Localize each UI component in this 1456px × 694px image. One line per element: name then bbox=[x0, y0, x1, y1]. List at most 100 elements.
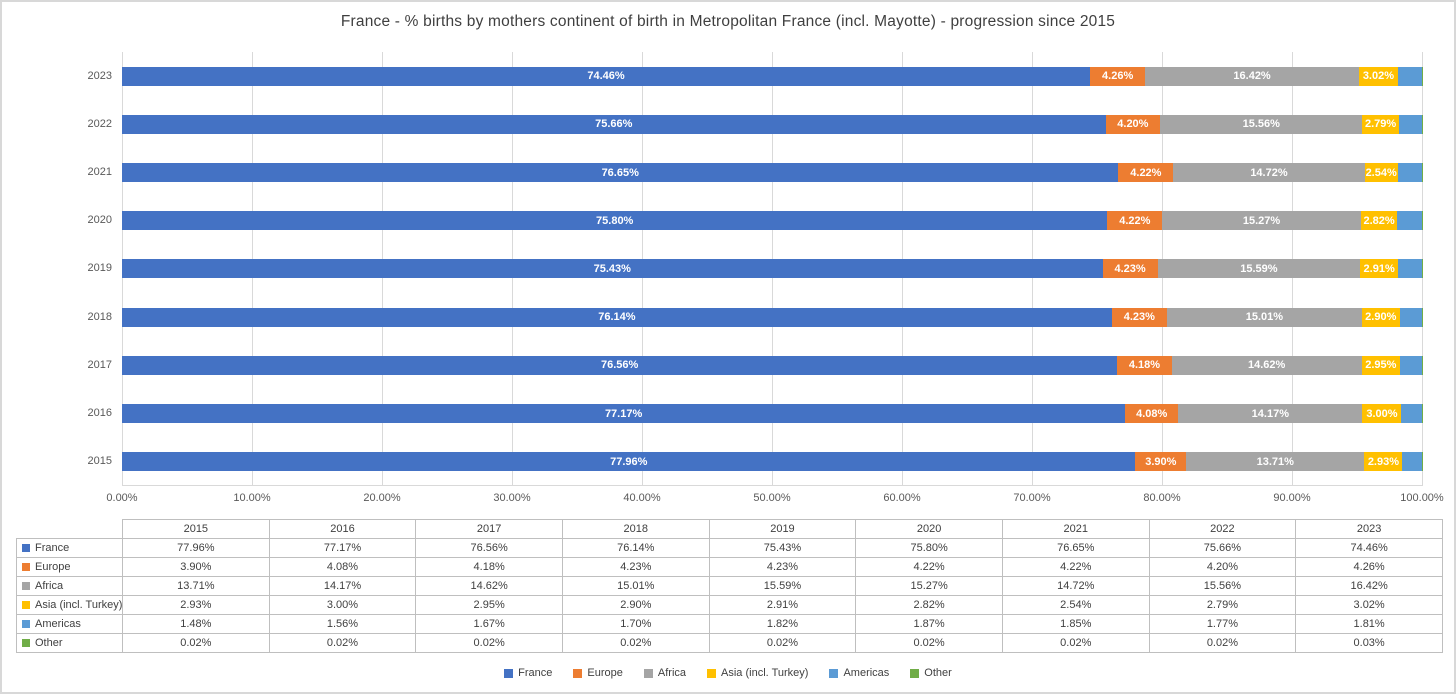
bar-segment-label: 2.91% bbox=[1363, 262, 1395, 275]
table-value-cell: 15.59% bbox=[708, 576, 857, 596]
legend-item-asia-incl-turkey: Asia (incl. Turkey) bbox=[707, 667, 808, 679]
x-axis-tick-label: 40.00% bbox=[623, 492, 661, 504]
bar-segment-label: 4.18% bbox=[1128, 359, 1161, 372]
table-row-france: France 77.96% 77.17% 76.56% 76.14% 75.43% 75.8… bbox=[16, 538, 1443, 558]
bar-segment-label: 15.01% bbox=[1245, 311, 1284, 324]
table-value-cell: 2.90% bbox=[561, 595, 710, 615]
y-axis-category-label: 2019 bbox=[87, 262, 112, 275]
table-row-americas: Americas 1.48% 1.56% 1.67% 1.70% 1.82% 1.87% 1.… bbox=[16, 614, 1443, 634]
bar-segment-label: 2.90% bbox=[1365, 311, 1397, 324]
bar-segment-label: 2.95% bbox=[1365, 359, 1397, 372]
table-value-cell: 77.17% bbox=[268, 538, 417, 558]
table-row-label: France bbox=[16, 538, 123, 558]
table-value-cell: 77.96% bbox=[122, 538, 270, 558]
series-name: Africa bbox=[35, 579, 64, 592]
legend-label: France bbox=[518, 667, 553, 679]
table-value-cell: 3.00% bbox=[268, 595, 417, 615]
bar-segment-label: 3.02% bbox=[1362, 70, 1395, 83]
legend-item-other: Other bbox=[910, 667, 952, 679]
table-year-header: 2022 bbox=[1148, 519, 1297, 539]
legend-swatch-icon bbox=[573, 668, 583, 678]
bar-row-2018: 76.14% 4.23% 15.01% 2.90% bbox=[122, 307, 1422, 327]
bar-segment-europe: 4.22% bbox=[1107, 211, 1163, 231]
bar-segment-americas bbox=[1398, 114, 1422, 134]
legend-item-americas: Americas bbox=[829, 667, 889, 679]
table-row-other: Other 0.02% 0.02% 0.02% 0.02% 0.02% 0.02% 0.02%… bbox=[16, 633, 1443, 653]
legend-swatch-icon bbox=[829, 668, 839, 678]
bar-segment-asia-incl-turkey: 2.93% bbox=[1364, 452, 1403, 472]
legend-label: Americas bbox=[843, 667, 890, 679]
series-name: Europe bbox=[35, 560, 71, 573]
bar-segment-europe: 4.18% bbox=[1117, 355, 1172, 375]
bar-segment-label: 13.71% bbox=[1256, 455, 1294, 468]
legend-swatch-icon bbox=[643, 668, 653, 678]
table-corner-cell bbox=[16, 519, 123, 539]
table-value-cell: 1.87% bbox=[855, 614, 1003, 634]
series-swatch-icon bbox=[22, 562, 30, 571]
table-row-label: Other bbox=[16, 633, 123, 653]
bar-segment-label: 76.56% bbox=[600, 359, 639, 372]
x-axis-tick-label: 90.00% bbox=[1273, 492, 1311, 504]
bar-segment-europe: 4.08% bbox=[1125, 404, 1179, 424]
x-axis-tick-label: 50.00% bbox=[753, 492, 791, 504]
bar-segment-label: 14.62% bbox=[1247, 359, 1286, 372]
legend-label: Other bbox=[924, 667, 952, 679]
y-axis: 2023 2022 2021 2020 2019 2018 2017 2016 2015 bbox=[2, 52, 112, 486]
series-name: Americas bbox=[35, 617, 81, 630]
bar-row-2022: 75.66% 4.20% 15.56% 2.79% bbox=[122, 114, 1422, 134]
bar-segment-label: 75.80% bbox=[596, 214, 634, 227]
table-value-cell: 1.48% bbox=[122, 614, 270, 634]
bar-row-2021: 76.65% 4.22% 14.72% 2.54% bbox=[122, 163, 1422, 183]
table-value-cell: 75.43% bbox=[708, 538, 857, 558]
legend-label: Asia (incl. Turkey) bbox=[721, 667, 809, 679]
table-body: France 77.96% 77.17% 76.56% 76.14% 75.43% 75.8… bbox=[16, 538, 1443, 653]
table-value-cell: 76.14% bbox=[561, 538, 710, 558]
table-year-header: 2018 bbox=[561, 519, 710, 539]
y-axis-category-label: 2023 bbox=[87, 69, 112, 82]
table-value-cell: 14.17% bbox=[268, 576, 417, 596]
x-axis-tick-label: 100.00% bbox=[1400, 492, 1444, 504]
bar-segment-asia-incl-turkey: 2.54% bbox=[1364, 163, 1398, 183]
series-swatch-icon bbox=[22, 619, 30, 628]
x-axis-tick-label: 70.00% bbox=[1013, 492, 1051, 504]
table-value-cell: 14.72% bbox=[1001, 576, 1150, 596]
bar-segment-label: 2.54% bbox=[1365, 166, 1397, 179]
bar-segment-europe: 4.23% bbox=[1111, 307, 1167, 327]
table-value-cell: 1.70% bbox=[561, 614, 710, 634]
series-swatch-icon bbox=[22, 581, 30, 590]
bar-segment-france: 77.96% bbox=[122, 452, 1136, 472]
bar-segment-france: 77.17% bbox=[122, 404, 1126, 424]
bar-row-2016: 77.17% 4.08% 14.17% 3.00% bbox=[122, 404, 1422, 424]
bar-segment-asia-incl-turkey: 3.00% bbox=[1362, 404, 1402, 424]
table-value-cell: 15.27% bbox=[855, 576, 1003, 596]
bar-segment-label: 3.00% bbox=[1366, 407, 1398, 420]
table-value-cell: 3.90% bbox=[122, 557, 270, 577]
table-value-cell: 4.22% bbox=[1001, 557, 1150, 577]
bar-segment-label: 4.22% bbox=[1119, 214, 1151, 227]
bar-segment-label: 14.72% bbox=[1250, 166, 1288, 179]
bar-segment-americas bbox=[1398, 259, 1422, 279]
table-value-cell: 2.82% bbox=[855, 595, 1003, 615]
bar-segment-label: 15.59% bbox=[1240, 262, 1278, 275]
data-table: 2015 2016 2017 2018 2019 2020 2021 2022 2023 Fra… bbox=[16, 519, 1443, 653]
series-name: Asia (incl. Turkey) bbox=[35, 598, 123, 611]
bar-segment-label: 2.79% bbox=[1364, 118, 1397, 131]
y-axis-category-label: 2015 bbox=[87, 455, 112, 468]
legend-swatch-icon bbox=[910, 668, 920, 678]
table-head: 2015 2016 2017 2018 2019 2020 2021 2022 2023 bbox=[16, 519, 1443, 539]
table-value-cell: 1.77% bbox=[1148, 614, 1297, 634]
legend-item-africa: Africa bbox=[643, 667, 686, 679]
bar-segment-label: 76.14% bbox=[598, 311, 636, 324]
bar-segment-africa: 14.17% bbox=[1178, 404, 1363, 424]
bar-segment-label: 2.93% bbox=[1367, 455, 1400, 468]
bar-segment-france: 76.14% bbox=[122, 307, 1112, 327]
table-header-row: 2015 2016 2017 2018 2019 2020 2021 2022 2023 bbox=[16, 519, 1443, 539]
table-value-cell: 2.91% bbox=[708, 595, 857, 615]
table-value-cell: 4.18% bbox=[415, 557, 563, 577]
x-axis: 0.00% 10.00% 20.00% 30.00% 40.00% 50.00% 60.00… bbox=[106, 492, 1443, 508]
bar-row-2015: 77.96% 3.90% 13.71% 2.93% bbox=[122, 452, 1422, 472]
table-value-cell: 75.66% bbox=[1148, 538, 1297, 558]
table-value-cell: 74.46% bbox=[1295, 538, 1443, 558]
table-value-cell: 1.67% bbox=[415, 614, 563, 634]
table-value-cell: 2.54% bbox=[1001, 595, 1150, 615]
